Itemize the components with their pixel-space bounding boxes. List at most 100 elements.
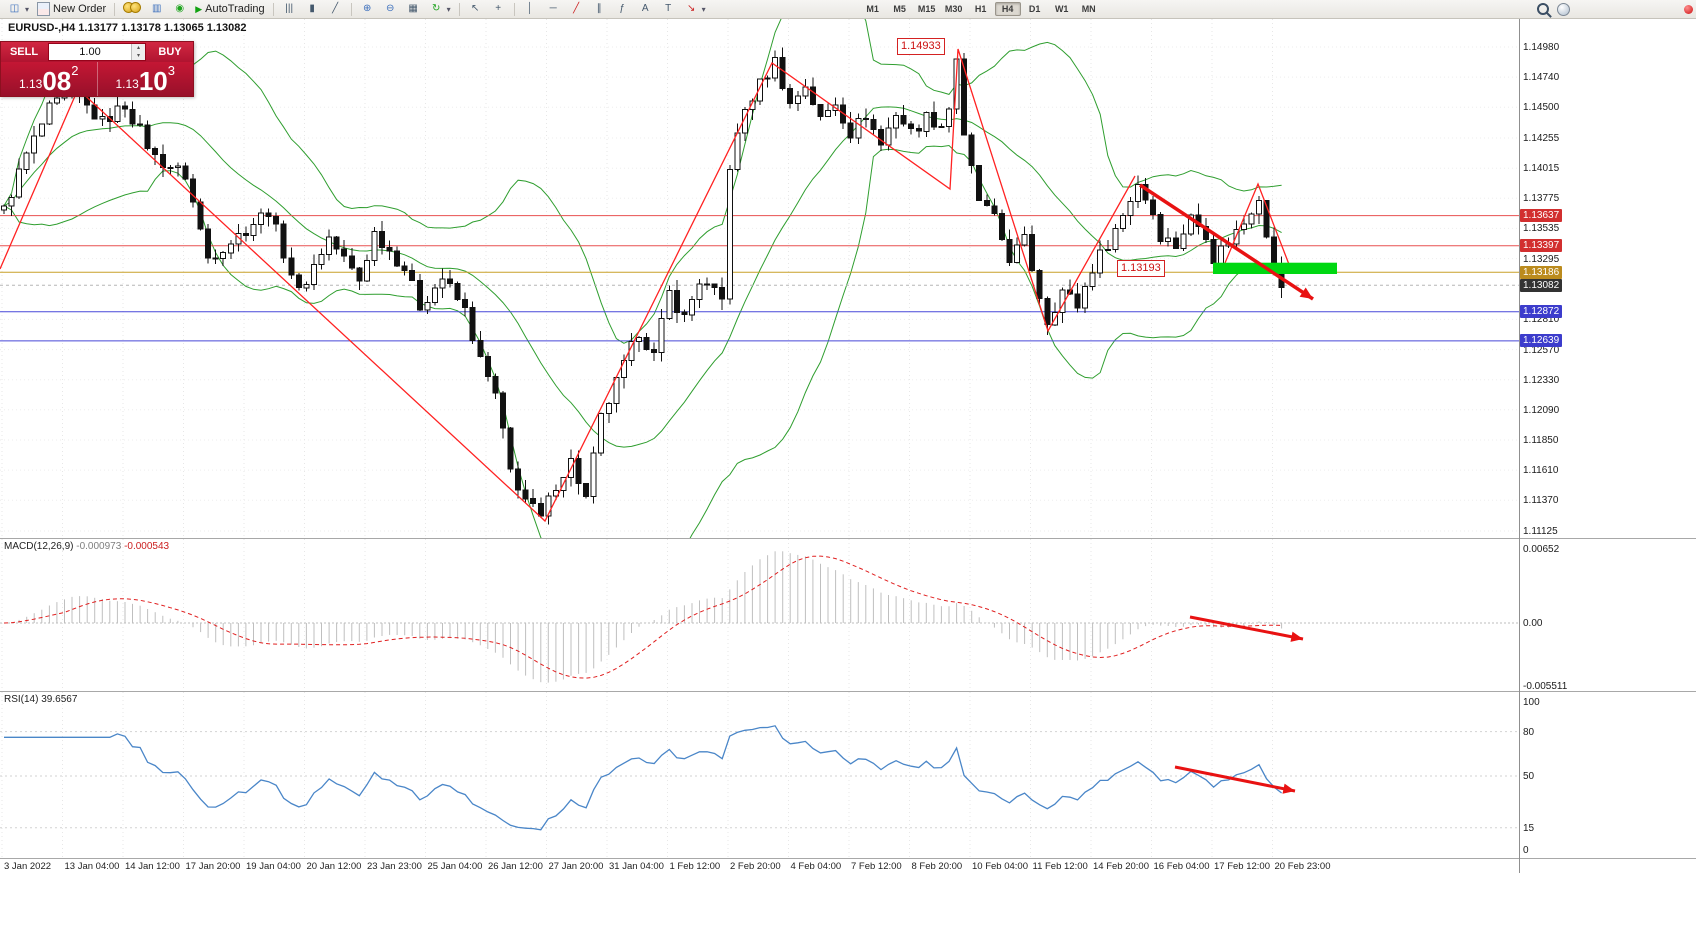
data-window-button[interactable]: ◉: [168, 0, 191, 18]
sell-price-sup: 2: [71, 63, 79, 78]
price-axis-label: 1.12810: [1523, 314, 1560, 326]
new-order-icon: [37, 2, 51, 16]
chevron-down-icon[interactable]: ▾: [446, 4, 451, 14]
price-line-label: 1.13186: [1520, 265, 1563, 279]
price-line-label: 1.13637: [1520, 209, 1563, 223]
timeframe-button-m15[interactable]: M15: [917, 4, 936, 14]
play-icon: ▶: [195, 3, 203, 14]
market-watch-button[interactable]: ▥: [145, 0, 168, 18]
time-axis-label: 16 Feb 04:00: [1153, 861, 1210, 872]
new-order-button[interactable]: New Order: [33, 0, 110, 18]
buy-button[interactable]: BUY: [158, 46, 182, 58]
swing-high-annotation[interactable]: 1.14933: [897, 38, 945, 55]
text-icon: A: [641, 3, 649, 14]
rsi-axis-label: 0: [1523, 845, 1529, 856]
support-annotation[interactable]: 1.13193: [1117, 260, 1165, 277]
timeframe-button-h1[interactable]: H1: [974, 4, 987, 14]
timeframe-button-m1[interactable]: M1: [866, 4, 879, 14]
price-axis-label: 1.14980: [1523, 42, 1560, 53]
chevron-down-icon[interactable]: ▾: [25, 4, 30, 14]
text-button[interactable]: A: [634, 0, 657, 18]
shapes-button[interactable]: ↘ ▾: [680, 0, 710, 18]
line-chart-button[interactable]: ╱: [324, 0, 347, 18]
price-axis-border[interactable]: [1519, 19, 1520, 873]
cursor-button[interactable]: ↖: [464, 0, 487, 18]
volume-value[interactable]: 1.00: [79, 46, 101, 58]
trendline-button[interactable]: ╱: [565, 0, 588, 18]
macd-main-value: -0.000973: [76, 541, 122, 552]
arrow-shape-icon: ↘: [686, 3, 696, 14]
vertical-line-button[interactable]: │: [519, 0, 542, 18]
price-axis-label: 1.11850: [1523, 434, 1559, 446]
spin-up-icon[interactable]: ▴: [132, 44, 145, 52]
fibonacci-icon: ƒ: [619, 3, 625, 14]
sell-button[interactable]: SELL: [9, 46, 39, 58]
timeframe-button-w1[interactable]: W1: [1054, 4, 1069, 14]
tile-windows-icon: ▦: [408, 3, 418, 14]
time-axis-label: 13 Jan 04:00: [64, 861, 120, 872]
price-chart-canvas[interactable]: [0, 19, 1696, 538]
trendline-icon: ╱: [573, 3, 580, 14]
autotrading-button[interactable]: ▶ AutoTrading: [191, 0, 268, 18]
new-chart-button[interactable]: ◫ ▾: [3, 0, 33, 18]
buy-price-big: 10: [138, 66, 168, 96]
candlestick-chart-button[interactable]: ▮: [301, 0, 324, 18]
time-axis-label: 25 Jan 04:00: [427, 861, 483, 872]
sell-price-small: 1.13: [18, 77, 43, 91]
price-axis-label: 1.13295: [1523, 253, 1560, 265]
toolbar-separator: [114, 2, 116, 16]
time-axis-label: 11 Feb 12:00: [1032, 861, 1088, 872]
help-button[interactable]: [1553, 0, 1574, 18]
time-axis[interactable]: 3 Jan 2022 13 Jan 04:00 14 Jan 12:00 17 Jan…: [0, 858, 1696, 875]
crosshair-button[interactable]: +: [487, 0, 510, 18]
rsi-canvas[interactable]: [0, 692, 1696, 858]
bar-chart-button[interactable]: |||: [278, 0, 301, 18]
data-window-icon: ◉: [175, 3, 185, 14]
horizontal-line-button[interactable]: ─: [542, 0, 565, 18]
time-axis-label: 23 Jan 23:00: [367, 861, 422, 872]
channel-button[interactable]: ∥: [588, 0, 611, 18]
volume-stepper[interactable]: ▴ ▾: [131, 44, 145, 60]
spin-down-icon[interactable]: ▾: [132, 52, 145, 60]
buy-price[interactable]: 1.13 10 3: [98, 62, 194, 96]
symbols-button[interactable]: [119, 0, 145, 18]
rsi-axis-label: 15: [1523, 822, 1535, 834]
search-button[interactable]: [1533, 0, 1553, 18]
current-price-label: 1.13082: [1520, 278, 1563, 292]
toolbar-separator: [272, 2, 274, 16]
tile-windows-button[interactable]: ▦: [402, 0, 425, 18]
sell-price[interactable]: 1.13 08 2: [1, 62, 98, 96]
macd-label: MACD(12,26,9) -0.000973 -0.000543: [4, 541, 169, 552]
help-icon: [1557, 2, 1570, 16]
price-chart-panel[interactable]: EURUSD-,H4 1.13177 1.13178 1.13065 1.130…: [0, 19, 1696, 538]
alert-icon[interactable]: [1684, 4, 1693, 14]
fibonacci-button[interactable]: ƒ: [611, 0, 634, 18]
text-label-button[interactable]: T: [657, 0, 680, 18]
macd-panel[interactable]: MACD(12,26,9) -0.000973 -0.000543 0.0065…: [0, 538, 1696, 692]
chevron-down-icon[interactable]: ▾: [701, 4, 706, 14]
coins-icon: [123, 2, 142, 16]
timeframe-button-m30[interactable]: M30: [944, 4, 963, 14]
zoom-in-button[interactable]: ⊕: [356, 0, 379, 18]
zoom-out-icon: ⊖: [385, 3, 395, 14]
timeframe-button-mn[interactable]: MN: [1081, 4, 1096, 14]
zoom-out-button[interactable]: ⊖: [379, 0, 402, 18]
horizontal-line-icon: ─: [549, 3, 557, 14]
toolbar: ◫ ▾ New Order ▥ ◉ ▶ AutoTrading ||| ▮ ╱: [0, 0, 1696, 19]
volume-input[interactable]: 1.00 ▴ ▾: [48, 43, 146, 61]
rsi-panel[interactable]: RSI(14) 39.6567 100 80 50 15 0: [0, 691, 1696, 858]
timeframe-button-h4[interactable]: H4: [994, 2, 1021, 16]
price-axis-label: 1.14015: [1523, 163, 1560, 175]
price-axis-label: 1.12090: [1523, 404, 1560, 416]
auto-scroll-button[interactable]: ↻ ▾: [425, 0, 455, 18]
sell-price-big: 08: [42, 66, 72, 96]
price-axis-label: 1.12570: [1523, 344, 1560, 356]
macd-canvas[interactable]: [0, 539, 1696, 691]
toolbar-separator: [513, 2, 515, 16]
price-axis-label: 1.13775: [1523, 193, 1560, 205]
timeframe-button-d1[interactable]: D1: [1028, 4, 1041, 14]
price-line-label: 1.12639: [1520, 334, 1563, 348]
zoom-in-icon: ⊕: [362, 3, 372, 14]
timeframe-button-m5[interactable]: M5: [893, 4, 906, 14]
